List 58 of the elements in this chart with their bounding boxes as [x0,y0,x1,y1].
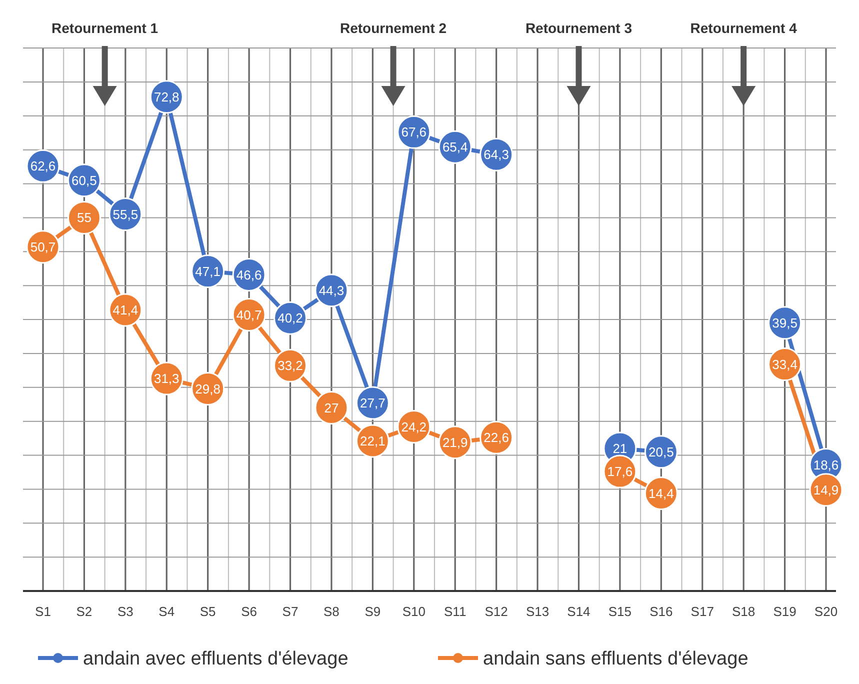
x-tick-label: S1 [35,604,51,619]
x-tick-label: S11 [444,604,466,619]
x-tick-label: S8 [324,604,340,619]
data-label: 55,5 [112,206,138,222]
data-label: 72,8 [154,89,180,104]
data-label: 22,1 [360,434,386,449]
data-label: 14,4 [648,486,674,501]
data-label: 29,8 [195,381,220,396]
x-tick-label: S2 [76,604,92,619]
data-label: 62,6 [30,158,56,174]
data-label: 22,6 [484,430,509,446]
x-tick-label: S15 [608,604,632,619]
x-tick-label: S17 [690,604,714,619]
text: Retournement 1 [52,20,158,36]
data-label: 40,7 [236,307,262,322]
data-label: 64,3 [484,147,509,162]
data-label: 14,9 [813,482,839,498]
x-tick-label: S5 [200,604,216,619]
data-label: 27 [324,400,339,416]
data-label: 40,2 [278,310,303,326]
data-label: 21,9 [442,434,468,450]
data-label: 67,6 [401,124,427,140]
x-tick-label: S14 [567,604,590,619]
data-label: 39,5 [772,315,798,330]
data-label: 24,2 [401,419,427,434]
x-tick-label: S20 [814,604,838,619]
data-label: 33,2 [278,358,303,374]
x-tick-label: S18 [732,604,756,619]
x-tick-label: S19 [773,604,796,619]
x-tick-label: S7 [282,604,298,619]
data-label: 33,4 [772,356,798,372]
x-tick-label: S4 [158,604,175,619]
x-tick-label: S9 [364,604,381,619]
x-tick-label: S3 [117,604,134,619]
x-tick-label: S16 [650,604,673,619]
text: Retournement 2 [340,20,447,36]
data-label: 50,7 [30,239,56,254]
data-label: 27,7 [360,396,386,411]
data-label: 21 [612,441,628,456]
data-label: 18,6 [813,457,839,472]
legend-label: andain sans effluents d'élevage [483,648,748,670]
data-label: 44,3 [318,282,344,298]
data-label: 47,1 [195,264,220,279]
data-label: 17,6 [607,464,633,480]
data-label: 60,5 [72,172,97,188]
x-tick-label: S12 [484,604,508,619]
x-tick-label: S10 [402,604,426,619]
text: Retournement 4 [690,20,798,36]
data-label: 55 [76,210,92,226]
text: Retournement 3 [525,20,632,36]
x-tick-label: S13 [526,604,550,619]
data-label: 65,4 [442,140,468,155]
data-label: 31,3 [154,371,180,386]
data-label: 46,6 [236,267,262,282]
data-label: 41,4 [112,302,138,318]
x-tick-label: S6 [241,604,258,619]
legend-label: andain avec effluents d'élevage [83,648,348,670]
data-label: 20,5 [648,444,674,460]
